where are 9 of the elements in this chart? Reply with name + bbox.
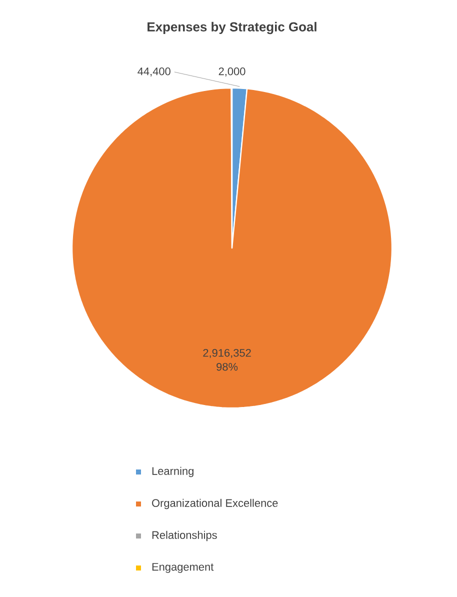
legend-label: Learning bbox=[152, 466, 194, 478]
legend-label: Relationships bbox=[152, 530, 217, 542]
data-label: 2,000 bbox=[218, 67, 246, 77]
data-label: 2,916,352 bbox=[203, 348, 251, 358]
legend-label: Engagement bbox=[152, 563, 214, 573]
chart-title: Expenses by Strategic Goal bbox=[148, 22, 316, 34]
legend-label: Organizational Excellence bbox=[152, 498, 278, 510]
data-label: 44,400 bbox=[138, 67, 170, 77]
text: 98% bbox=[216, 362, 238, 371]
